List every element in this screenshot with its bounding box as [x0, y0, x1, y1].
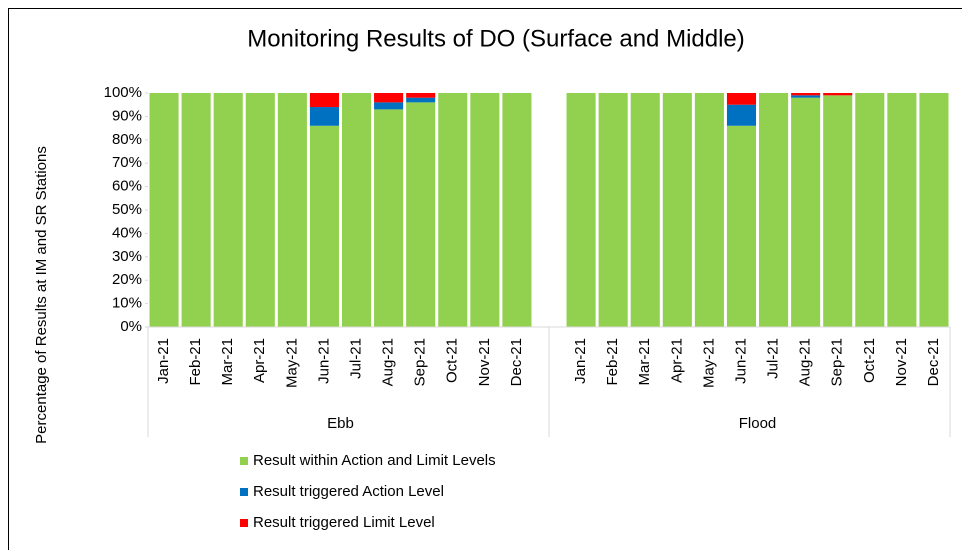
- y-tick-label: 90%: [112, 107, 142, 124]
- y-tick-label: 10%: [112, 295, 142, 312]
- x-tick-label: Jun-21: [732, 338, 749, 384]
- bar-segment: [759, 93, 789, 327]
- bar-segment: [502, 93, 532, 327]
- bar-segment: [438, 93, 468, 327]
- bar-segment: [694, 93, 724, 327]
- group-label: Flood: [739, 415, 777, 432]
- x-tick-label: Nov-21: [893, 338, 910, 386]
- bar-segment: [823, 93, 853, 96]
- x-tick-label: Dec-21: [508, 338, 525, 386]
- bar-segment: [374, 109, 404, 327]
- bar-segment: [213, 93, 243, 327]
- bar-segment: [309, 93, 339, 108]
- x-tick-label: Sep-21: [412, 338, 429, 386]
- x-tick-label: Jan-21: [572, 338, 589, 384]
- legend-swatch: [240, 488, 248, 496]
- bar-segment: [823, 95, 853, 327]
- x-tick-label: Jul-21: [765, 338, 782, 379]
- bar-segment: [149, 93, 179, 327]
- x-tick-label: Jul-21: [347, 338, 364, 379]
- x-tick-label: Jun-21: [315, 338, 332, 384]
- bar-segment: [566, 93, 596, 327]
- y-tick-label: 70%: [112, 154, 142, 171]
- x-tick-label: Jan-21: [155, 338, 172, 384]
- bar-segment: [598, 93, 628, 327]
- y-tick-label: 50%: [112, 201, 142, 218]
- bar-segment: [374, 93, 404, 103]
- y-tick-label: 100%: [104, 84, 142, 101]
- bar-segment: [406, 93, 436, 98]
- chart-title: Monitoring Results of DO (Surface and Mi…: [247, 25, 745, 52]
- x-tick-label: Apr-21: [251, 338, 268, 383]
- y-tick-label: 80%: [112, 131, 142, 148]
- y-tick-label: 30%: [112, 248, 142, 265]
- bar-segment: [919, 93, 949, 327]
- y-tick-label: 40%: [112, 224, 142, 241]
- y-tick-label: 0%: [120, 318, 142, 335]
- legend-label: Result within Action and Limit Levels: [253, 452, 496, 469]
- x-tick-label: Aug-21: [380, 338, 397, 386]
- x-tick-label: Oct-21: [444, 338, 461, 383]
- bar-segment: [406, 102, 436, 327]
- bar-segment: [791, 97, 821, 328]
- bar-segment: [726, 104, 757, 126]
- chart-frame: [8, 8, 962, 550]
- legend-swatch: [240, 457, 248, 465]
- x-tick-label: Apr-21: [668, 338, 685, 383]
- bar-segment: [662, 93, 692, 327]
- x-tick-label: Feb-21: [187, 338, 204, 386]
- bar-segment: [630, 93, 660, 327]
- x-tick-label: Oct-21: [861, 338, 878, 383]
- legend-label: Result triggered Action Level: [253, 483, 444, 500]
- x-tick-label: Feb-21: [604, 338, 621, 386]
- bar-segment: [181, 93, 211, 327]
- x-tick-label: Mar-21: [636, 338, 653, 386]
- bar-segment: [726, 93, 757, 105]
- bar-segment: [887, 93, 917, 327]
- bar-segment: [406, 97, 436, 103]
- bar-segment: [245, 93, 275, 327]
- y-tick-label: 60%: [112, 178, 142, 195]
- bar-segment: [855, 93, 885, 327]
- bar-segment: [726, 125, 757, 327]
- x-tick-label: Nov-21: [476, 338, 493, 386]
- group-label: Ebb: [327, 415, 354, 432]
- x-tick-label: Mar-21: [219, 338, 236, 386]
- bar-segment: [470, 93, 500, 327]
- bar-segment: [791, 95, 821, 98]
- bar-segment: [309, 125, 339, 327]
- legend-swatch: [240, 519, 248, 527]
- bar-segment: [341, 93, 372, 327]
- legend-label: Result triggered Limit Level: [253, 514, 435, 531]
- y-tick-label: 20%: [112, 271, 142, 288]
- x-tick-label: May-21: [700, 338, 717, 388]
- x-tick-label: Sep-21: [829, 338, 846, 386]
- bar-segment: [791, 93, 821, 96]
- x-tick-label: Aug-21: [797, 338, 814, 386]
- bar-segment: [374, 102, 404, 110]
- x-tick-label: May-21: [283, 338, 300, 388]
- bar-segment: [277, 93, 307, 327]
- y-axis-title: Percentage of Results at IM and SR Stati…: [33, 146, 50, 444]
- bar-segment: [309, 107, 339, 126]
- x-tick-label: Dec-21: [925, 338, 942, 386]
